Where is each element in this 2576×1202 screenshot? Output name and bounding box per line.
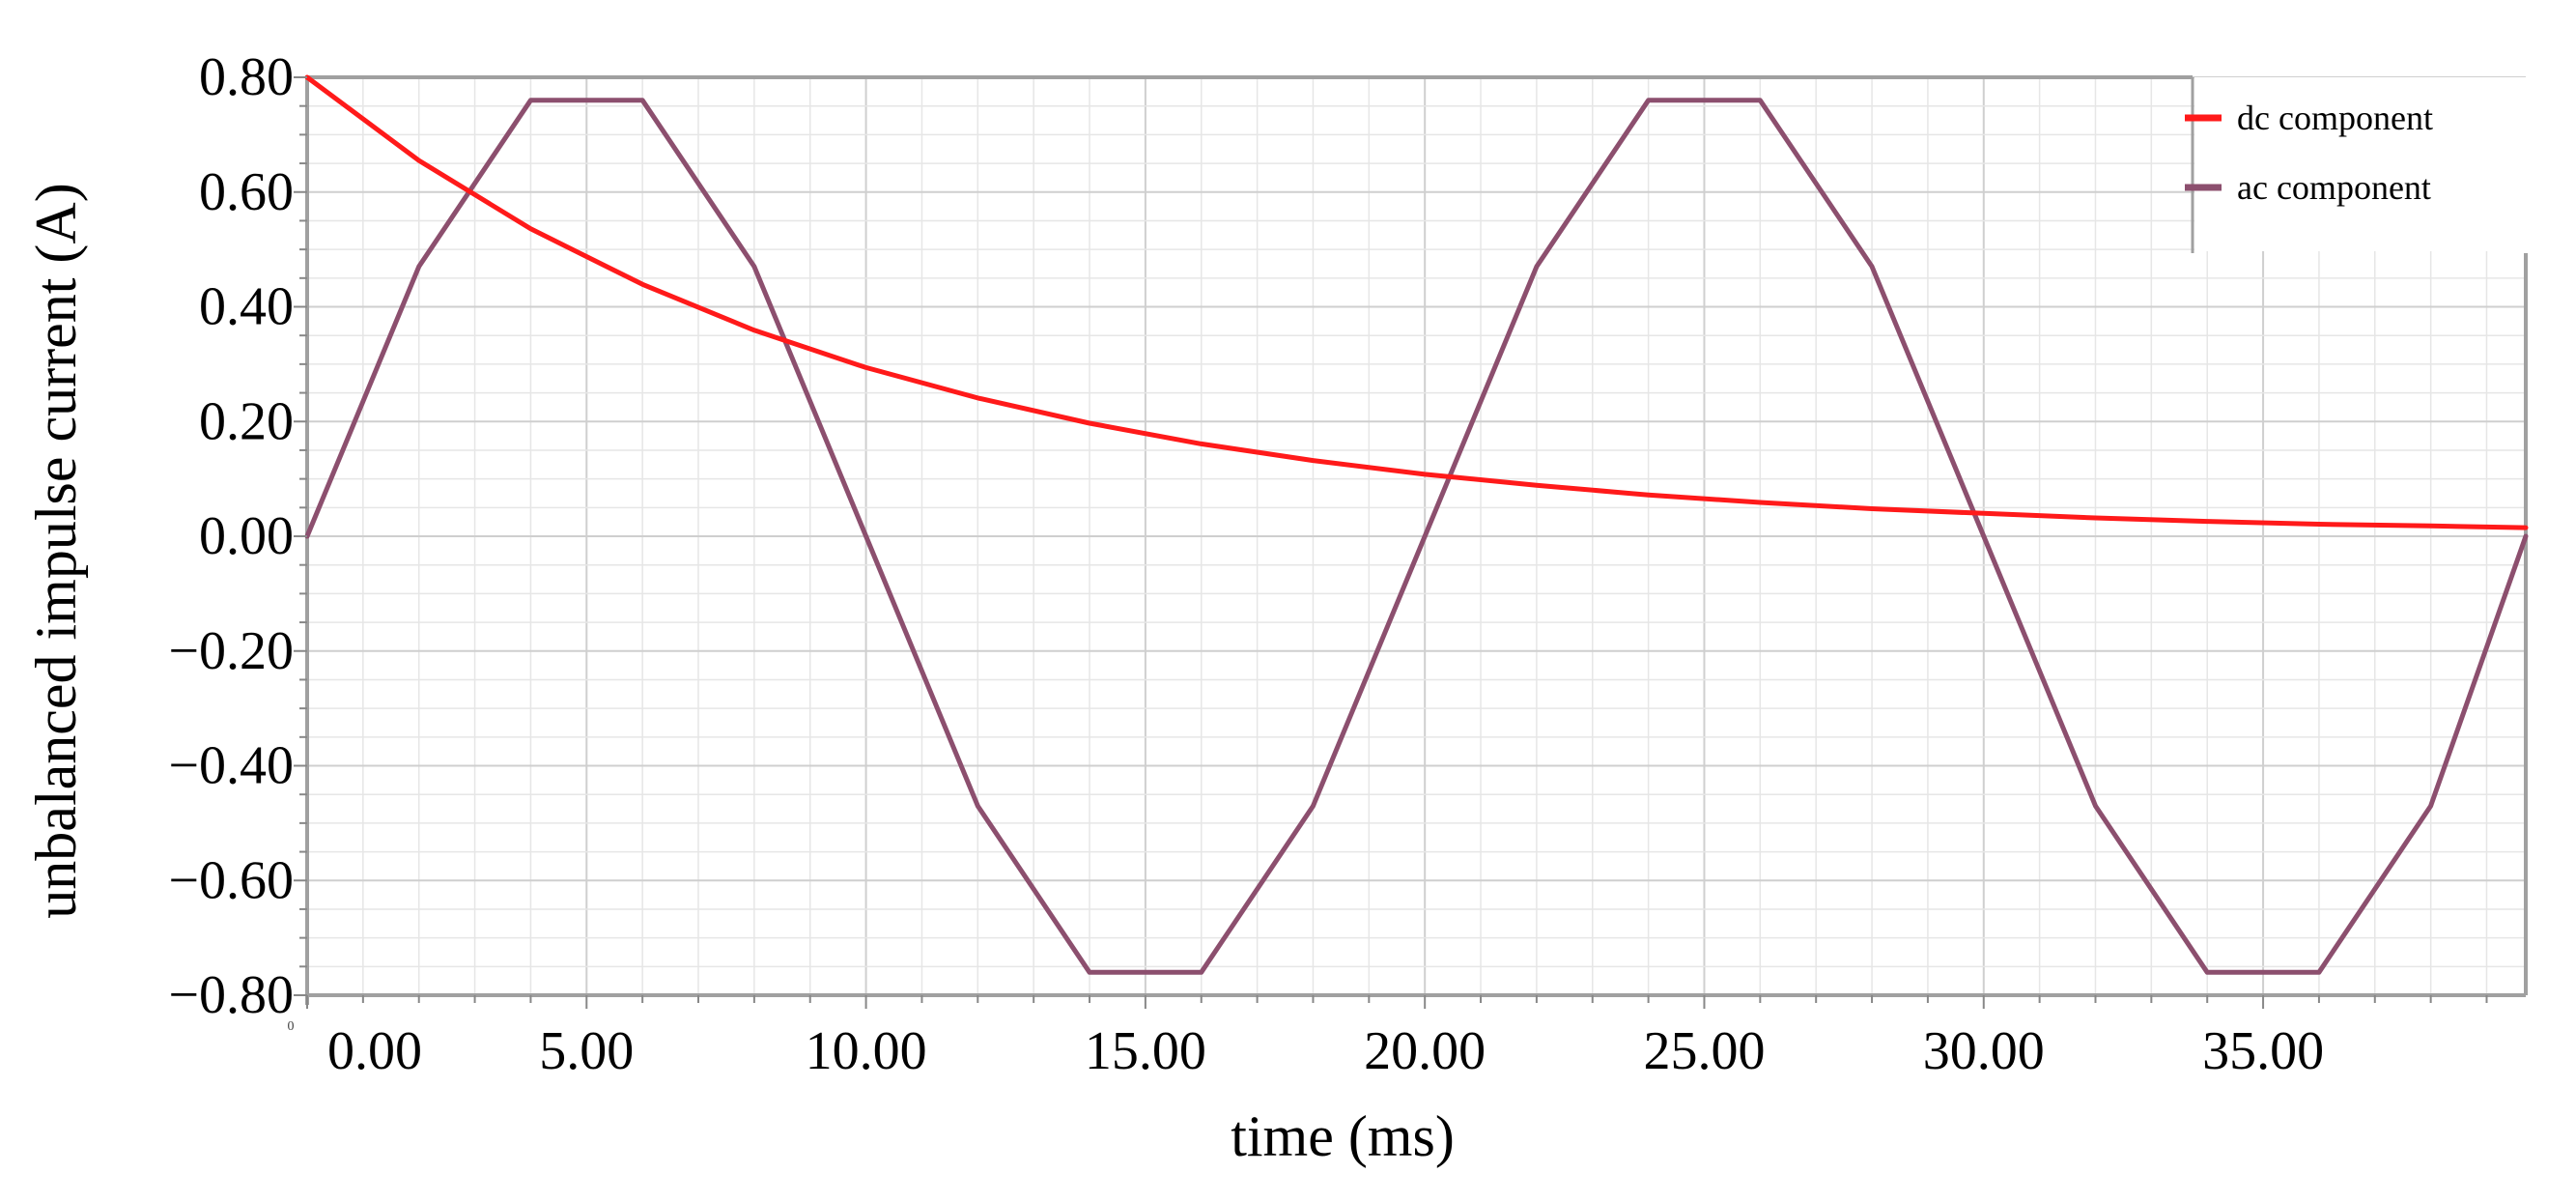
y-tick-label: 0.60 [199,162,294,222]
y-tick-label: −0.20 [168,621,294,681]
y-tick-label: 0.80 [199,47,294,107]
legend: dc component ac component [2185,77,2576,251]
y-tick-label: 0.00 [199,506,294,566]
x-tick-label: 0.00 [327,1021,422,1081]
x-axis-title: time (ms) [1231,1104,1455,1168]
grid [306,76,2526,996]
ac-component-line [304,98,2529,975]
axis-ticks [294,76,2488,1009]
y-tick-label: 0.20 [199,391,294,451]
x-tick-label: 10.00 [806,1021,927,1081]
y-tick-label: −0.40 [168,736,294,796]
dc-component-line [304,74,2529,530]
y-tick-label: 0.40 [199,277,294,337]
series-layer [304,74,2529,975]
x-tick-label: 15.00 [1085,1021,1206,1081]
legend-label: ac component [2237,168,2431,207]
y-tick-labels: 0.80 0.60 0.40 0.20 0.00 −0.20 −0.40 −0.60 −0.80 [168,47,294,1025]
plot-frame [305,75,2528,1005]
y-axis-title: unbalanced impulse current (A) [24,183,88,918]
x-tick-label: 35.00 [2202,1021,2324,1081]
x-tick-label: 25.00 [1643,1021,1765,1081]
x-tick-label: 30.00 [1923,1021,2045,1081]
x-tick-label: 20.00 [1364,1021,1486,1081]
y-tick-label: −0.80 [168,965,294,1025]
x-tick-label: 5.00 [539,1021,634,1081]
x-tick-labels: 0.00 5.00 10.00 15.00 20.00 25.00 30.00 35.00 [327,1021,2324,1081]
legend-label: dc component [2237,99,2433,137]
y-tick-label: −0.60 [168,850,294,910]
origin-corner-label: 0 [288,1019,295,1034]
legend-box [2194,77,2576,251]
